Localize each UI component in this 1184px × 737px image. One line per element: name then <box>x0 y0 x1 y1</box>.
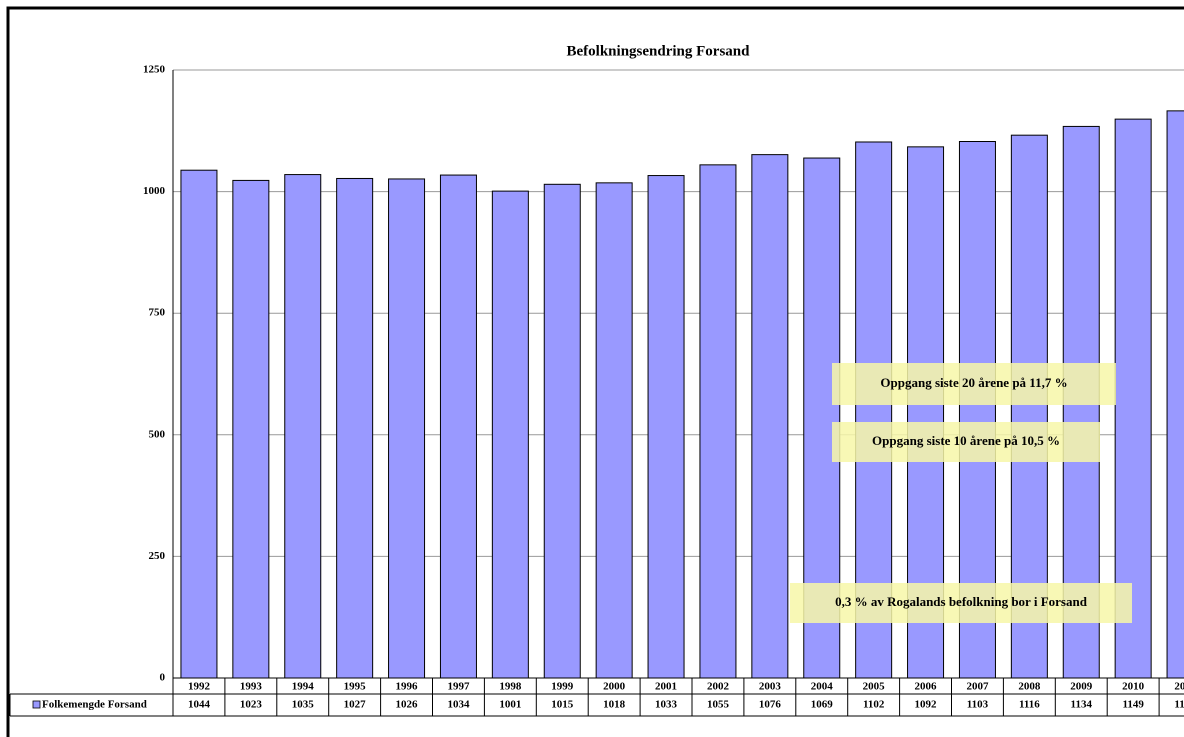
legend-label: Folkemengde Forsand <box>42 699 147 711</box>
table-value: 1001 <box>499 699 521 711</box>
annotation: 0,3 % av Rogalands befolkning bor i Fors… <box>835 594 1088 609</box>
table-value: 1103 <box>967 699 989 711</box>
y-tick-label: 750 <box>149 307 166 319</box>
frame <box>6 6 1184 737</box>
table-value: 1026 <box>396 699 419 711</box>
table-value: 1015 <box>551 699 574 711</box>
bar <box>439 174 477 679</box>
bar <box>1166 110 1184 679</box>
table-value: 1027 <box>344 699 367 711</box>
x-tick-label: 1999 <box>551 681 574 693</box>
table-value: 1044 <box>188 699 211 711</box>
x-tick-label: 2007 <box>966 681 989 693</box>
bar <box>284 174 322 679</box>
table-value: 1166 <box>1174 699 1184 711</box>
x-tick-label: 2000 <box>603 681 626 693</box>
x-tick-label: 2006 <box>915 681 938 693</box>
annotation-box <box>832 422 1100 462</box>
y-tick-label: 1250 <box>143 64 166 76</box>
table-value: 1092 <box>915 699 938 711</box>
x-tick-label: 2003 <box>759 681 782 693</box>
table-value: 1033 <box>655 699 678 711</box>
y-tick-label: 1000 <box>143 185 166 197</box>
bar <box>388 178 426 679</box>
x-tick-label: 1996 <box>396 681 419 693</box>
table-value: 1134 <box>1071 699 1093 711</box>
bar <box>647 175 685 679</box>
table-value: 1023 <box>240 699 263 711</box>
bar <box>232 179 270 679</box>
x-tick-label: 1997 <box>447 681 470 693</box>
table-value: 1035 <box>292 699 315 711</box>
x-tick-label: 1992 <box>188 681 211 693</box>
y-tick-label: 500 <box>149 428 166 440</box>
table-value: 1034 <box>447 699 470 711</box>
bar <box>491 190 529 679</box>
table-value: 1055 <box>707 699 730 711</box>
x-tick-label: 1994 <box>292 681 315 693</box>
bar <box>751 154 789 679</box>
table-value: 1102 <box>863 699 885 711</box>
bar <box>699 164 737 679</box>
annotation: Oppgang siste 10 årene på 10,5 % <box>872 433 1060 448</box>
x-tick-label: 2009 <box>1070 681 1093 693</box>
legend-key <box>32 700 41 709</box>
x-tick-label: 2008 <box>1018 681 1041 693</box>
x-tick-label: 2005 <box>863 681 886 693</box>
x-tick-label: 2004 <box>811 681 834 693</box>
bar <box>543 183 581 679</box>
annotation: Oppgang siste 20 årene på 11,7 % <box>880 375 1067 390</box>
y-tick-label: 0 <box>160 672 166 684</box>
table-value: 1116 <box>1019 699 1040 711</box>
table-value: 1018 <box>603 699 626 711</box>
bar <box>180 169 218 679</box>
x-tick-label: 2001 <box>655 681 677 693</box>
x-tick-label: 1995 <box>344 681 367 693</box>
annotation-box <box>790 583 1132 623</box>
x-tick-label: 1998 <box>499 681 522 693</box>
table-value: 1149 <box>1122 699 1144 711</box>
x-tick-label: 2010 <box>1122 681 1145 693</box>
annotation-box <box>832 363 1116 405</box>
bar <box>336 177 374 679</box>
bar <box>595 182 633 679</box>
x-tick-label: 1993 <box>240 681 263 693</box>
y-tick-label: 250 <box>149 550 166 562</box>
x-tick-label: 2002 <box>707 681 730 693</box>
table-value: 1069 <box>811 699 834 711</box>
chart-title: Befolkningsendring Forsand <box>567 43 751 59</box>
table-value: 1076 <box>759 699 782 711</box>
